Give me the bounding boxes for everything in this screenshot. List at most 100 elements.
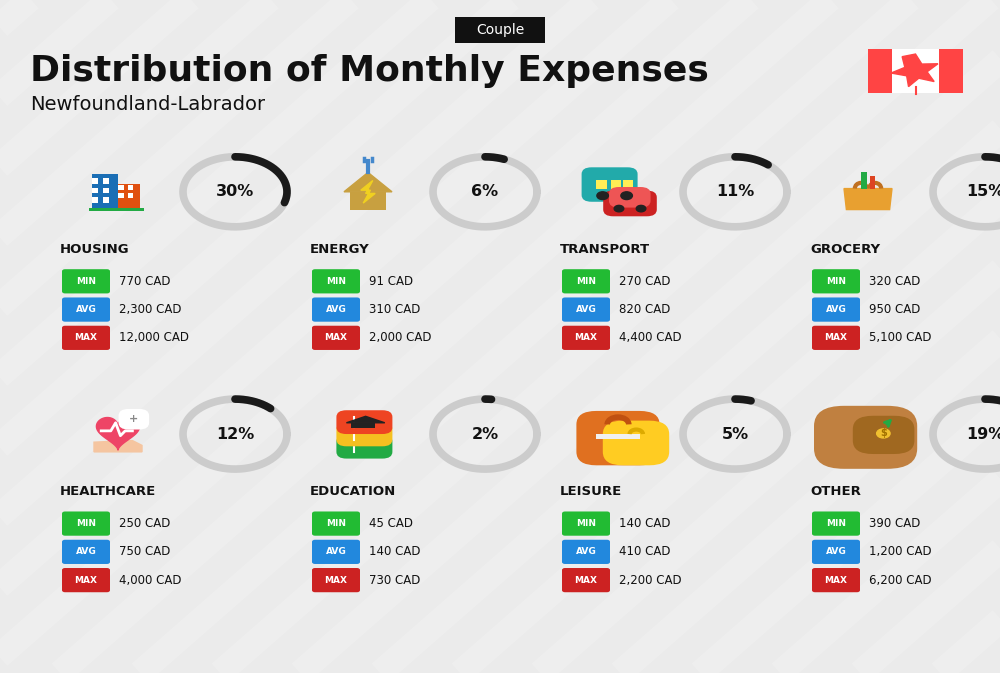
FancyBboxPatch shape xyxy=(118,184,124,190)
Text: 730 CAD: 730 CAD xyxy=(369,573,420,587)
Text: MIN: MIN xyxy=(576,519,596,528)
FancyBboxPatch shape xyxy=(868,49,892,93)
FancyBboxPatch shape xyxy=(312,269,360,293)
FancyBboxPatch shape xyxy=(812,326,860,350)
Text: MAX: MAX xyxy=(575,333,598,343)
Text: $: $ xyxy=(880,429,887,438)
FancyBboxPatch shape xyxy=(312,297,360,322)
FancyBboxPatch shape xyxy=(92,178,98,184)
Text: MIN: MIN xyxy=(576,277,596,286)
Polygon shape xyxy=(361,180,375,203)
Text: Couple: Couple xyxy=(476,24,524,37)
FancyBboxPatch shape xyxy=(312,511,360,536)
FancyBboxPatch shape xyxy=(853,416,914,454)
FancyBboxPatch shape xyxy=(596,180,607,188)
FancyBboxPatch shape xyxy=(562,269,610,293)
FancyBboxPatch shape xyxy=(861,172,867,188)
FancyBboxPatch shape xyxy=(603,421,669,465)
Text: AVG: AVG xyxy=(576,305,596,314)
Text: 5%: 5% xyxy=(721,427,749,441)
Text: AVG: AVG xyxy=(826,305,846,314)
Text: Distribution of Monthly Expenses: Distribution of Monthly Expenses xyxy=(30,54,709,87)
Text: 2%: 2% xyxy=(471,427,499,441)
Polygon shape xyxy=(891,54,938,87)
Text: 4,000 CAD: 4,000 CAD xyxy=(119,573,182,587)
FancyBboxPatch shape xyxy=(576,411,660,465)
FancyBboxPatch shape xyxy=(103,178,109,184)
Text: 270 CAD: 270 CAD xyxy=(619,275,671,288)
Text: 140 CAD: 140 CAD xyxy=(369,545,420,559)
FancyBboxPatch shape xyxy=(582,168,638,202)
FancyBboxPatch shape xyxy=(312,568,360,592)
Text: AVG: AVG xyxy=(76,547,96,557)
Text: 820 CAD: 820 CAD xyxy=(619,303,670,316)
FancyBboxPatch shape xyxy=(118,184,140,209)
FancyBboxPatch shape xyxy=(812,269,860,293)
FancyBboxPatch shape xyxy=(62,540,110,564)
FancyBboxPatch shape xyxy=(62,511,110,536)
Text: Newfoundland-Labrador: Newfoundland-Labrador xyxy=(30,95,265,114)
FancyBboxPatch shape xyxy=(562,540,610,564)
Text: 250 CAD: 250 CAD xyxy=(119,517,170,530)
FancyBboxPatch shape xyxy=(336,411,392,434)
FancyBboxPatch shape xyxy=(312,540,360,564)
FancyBboxPatch shape xyxy=(92,197,98,203)
FancyBboxPatch shape xyxy=(336,423,392,446)
FancyBboxPatch shape xyxy=(562,326,610,350)
FancyBboxPatch shape xyxy=(812,568,860,592)
FancyBboxPatch shape xyxy=(892,49,939,93)
Text: MAX: MAX xyxy=(74,333,98,343)
Text: MAX: MAX xyxy=(324,575,348,585)
Text: OTHER: OTHER xyxy=(810,485,861,498)
FancyBboxPatch shape xyxy=(562,511,610,536)
FancyBboxPatch shape xyxy=(103,188,109,193)
FancyBboxPatch shape xyxy=(312,326,360,350)
Text: EDUCATION: EDUCATION xyxy=(310,485,396,498)
FancyBboxPatch shape xyxy=(939,49,963,93)
Text: 12,000 CAD: 12,000 CAD xyxy=(119,331,189,345)
FancyBboxPatch shape xyxy=(89,208,144,211)
Text: MIN: MIN xyxy=(76,277,96,286)
Text: 310 CAD: 310 CAD xyxy=(369,303,420,316)
Text: MIN: MIN xyxy=(326,519,346,528)
Polygon shape xyxy=(844,188,892,209)
Text: 4,400 CAD: 4,400 CAD xyxy=(619,331,682,345)
Text: AVG: AVG xyxy=(826,547,846,557)
Text: 320 CAD: 320 CAD xyxy=(869,275,920,288)
Text: 390 CAD: 390 CAD xyxy=(869,517,920,530)
Circle shape xyxy=(597,192,608,200)
Text: MAX: MAX xyxy=(324,333,348,343)
Text: 950 CAD: 950 CAD xyxy=(869,303,920,316)
Text: HEALTHCARE: HEALTHCARE xyxy=(60,485,156,498)
Text: MAX: MAX xyxy=(575,575,598,585)
Text: 6,200 CAD: 6,200 CAD xyxy=(869,573,932,587)
Text: 410 CAD: 410 CAD xyxy=(619,545,671,559)
FancyBboxPatch shape xyxy=(62,269,110,293)
Text: 140 CAD: 140 CAD xyxy=(619,517,671,530)
Text: MIN: MIN xyxy=(826,277,846,286)
FancyBboxPatch shape xyxy=(812,511,860,536)
Circle shape xyxy=(614,205,624,212)
Text: HOUSING: HOUSING xyxy=(60,242,130,256)
Text: 750 CAD: 750 CAD xyxy=(119,545,170,559)
Text: 6%: 6% xyxy=(471,184,499,199)
Circle shape xyxy=(636,205,646,212)
Text: 5,100 CAD: 5,100 CAD xyxy=(869,331,932,345)
FancyBboxPatch shape xyxy=(562,297,610,322)
FancyBboxPatch shape xyxy=(62,326,110,350)
FancyBboxPatch shape xyxy=(119,409,149,429)
Text: 12%: 12% xyxy=(216,427,254,441)
Text: LEISURE: LEISURE xyxy=(560,485,622,498)
Text: 15%: 15% xyxy=(966,184,1000,199)
Text: 30%: 30% xyxy=(216,184,254,199)
FancyBboxPatch shape xyxy=(128,184,133,190)
Circle shape xyxy=(877,429,890,438)
Text: ENERGY: ENERGY xyxy=(310,242,370,256)
FancyBboxPatch shape xyxy=(562,568,610,592)
Polygon shape xyxy=(344,172,392,192)
Text: GROCERY: GROCERY xyxy=(810,242,880,256)
Text: 19%: 19% xyxy=(966,427,1000,441)
FancyBboxPatch shape xyxy=(351,423,375,427)
FancyBboxPatch shape xyxy=(118,192,124,198)
Text: 45 CAD: 45 CAD xyxy=(369,517,413,530)
